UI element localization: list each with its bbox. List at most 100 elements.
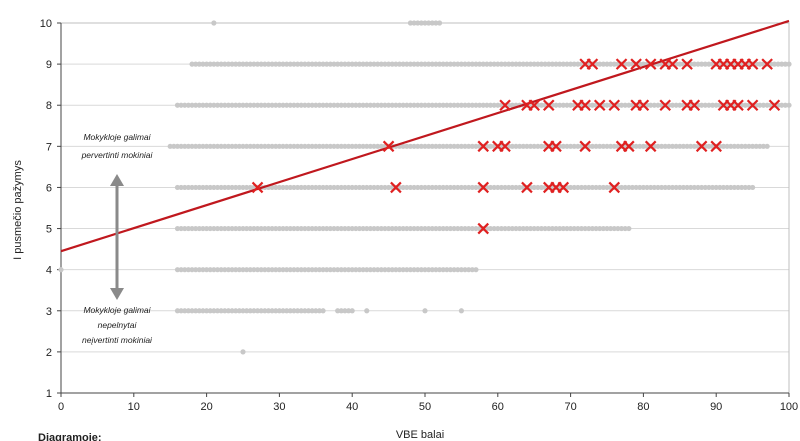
gray-data-point	[509, 102, 515, 108]
red-x-point	[477, 140, 490, 153]
x-stroke	[688, 99, 701, 112]
gray-data-point	[200, 184, 206, 191]
gray-data-point	[535, 225, 541, 232]
gray-data-point	[320, 225, 326, 232]
gray-data-point	[455, 267, 461, 273]
gray-data-point	[316, 184, 323, 191]
gray-data-point	[360, 225, 366, 232]
gray-data-point	[360, 61, 366, 67]
gray-data-point	[295, 143, 301, 149]
gray-data-point	[626, 225, 632, 232]
gray-data-point	[273, 184, 279, 191]
gray-data-point	[247, 143, 253, 149]
gray-data-point	[524, 61, 530, 67]
gray-data-point	[666, 184, 672, 191]
red-x-point	[477, 181, 490, 194]
gray-data-point	[531, 225, 537, 232]
gray-data-point	[618, 225, 625, 232]
gray-data-point	[262, 143, 268, 149]
gray-data-point	[386, 225, 392, 232]
gray-data-point	[396, 225, 403, 232]
red-x-point	[630, 58, 642, 70]
gray-data-point	[582, 184, 588, 191]
gray-data-point	[684, 184, 690, 191]
gray-data-point	[571, 143, 577, 149]
gray-data-point	[699, 184, 705, 191]
gray-data-point	[269, 61, 275, 67]
gray-data-point	[517, 225, 523, 232]
gray-data-point	[287, 102, 293, 108]
gray-data-point	[305, 308, 312, 314]
gray-data-point	[211, 143, 217, 149]
gray-data-point	[407, 61, 414, 67]
gray-data-point	[193, 61, 199, 67]
gray-data-point	[200, 143, 206, 149]
gray-data-point	[469, 184, 475, 191]
gray-data-point	[269, 308, 275, 314]
gray-data-point	[258, 61, 264, 67]
gray-data-point	[757, 102, 763, 108]
gray-data-point	[189, 143, 195, 149]
gray-data-point	[225, 61, 232, 67]
gray-data-point	[469, 225, 475, 232]
gray-data-point	[466, 102, 472, 108]
gray-data-point	[214, 184, 221, 191]
gray-data-point	[524, 225, 530, 232]
gray-data-point	[258, 102, 264, 108]
gray-data-point	[280, 225, 286, 232]
gray-data-point	[564, 225, 570, 232]
gray-data-point	[240, 308, 246, 314]
gray-data-point	[436, 61, 443, 67]
gray-data-point	[484, 102, 490, 108]
x-stroke	[521, 181, 533, 194]
gray-data-point	[608, 225, 614, 232]
x-stroke	[666, 58, 679, 70]
gray-data-point	[345, 143, 352, 149]
gray-data-point	[535, 184, 541, 191]
gray-data-point	[411, 61, 417, 67]
gray-data-point	[356, 267, 363, 273]
gray-data-point	[378, 102, 384, 108]
gray-data-point	[462, 102, 468, 108]
gray-data-point	[538, 102, 545, 108]
gray-data-point	[742, 184, 748, 191]
gray-data-point	[433, 143, 439, 149]
gray-data-point	[218, 61, 224, 67]
gray-data-point	[265, 308, 272, 314]
gray-data-point	[229, 308, 235, 314]
gray-data-point	[371, 184, 377, 191]
gray-data-point	[382, 225, 388, 232]
gray-data-point	[415, 20, 421, 26]
gray-data-point	[207, 102, 213, 108]
x-tick-label: 10	[128, 401, 140, 413]
gray-data-point	[669, 143, 676, 149]
gray-data-point	[298, 308, 304, 314]
gray-data-point	[568, 61, 574, 67]
gray-data-point	[298, 225, 304, 232]
gray-data-point	[509, 143, 515, 149]
gray-data-point	[400, 61, 406, 67]
gray-data-point	[429, 61, 435, 67]
red-x-point	[608, 181, 621, 194]
gray-data-point	[324, 102, 330, 108]
gray-data-point	[666, 143, 672, 149]
gray-data-point	[531, 184, 537, 191]
gray-data-point	[506, 61, 512, 67]
x-axis-title: VBE balai	[396, 429, 444, 441]
gray-data-point	[415, 102, 421, 108]
gray-data-point	[677, 102, 683, 108]
gray-data-point	[349, 267, 355, 273]
gray-data-point	[371, 61, 377, 67]
gray-data-point	[305, 143, 312, 149]
gray-data-point	[669, 102, 676, 108]
gray-data-point	[571, 61, 577, 67]
gray-data-point	[429, 143, 435, 149]
gray-data-point	[611, 61, 617, 67]
gray-data-point	[331, 143, 337, 149]
x-stroke	[659, 99, 672, 112]
gray-data-point	[218, 184, 224, 191]
gray-data-point	[669, 184, 676, 191]
gray-data-point	[295, 184, 301, 191]
gray-data-point	[440, 267, 446, 273]
gray-data-point	[244, 143, 250, 149]
